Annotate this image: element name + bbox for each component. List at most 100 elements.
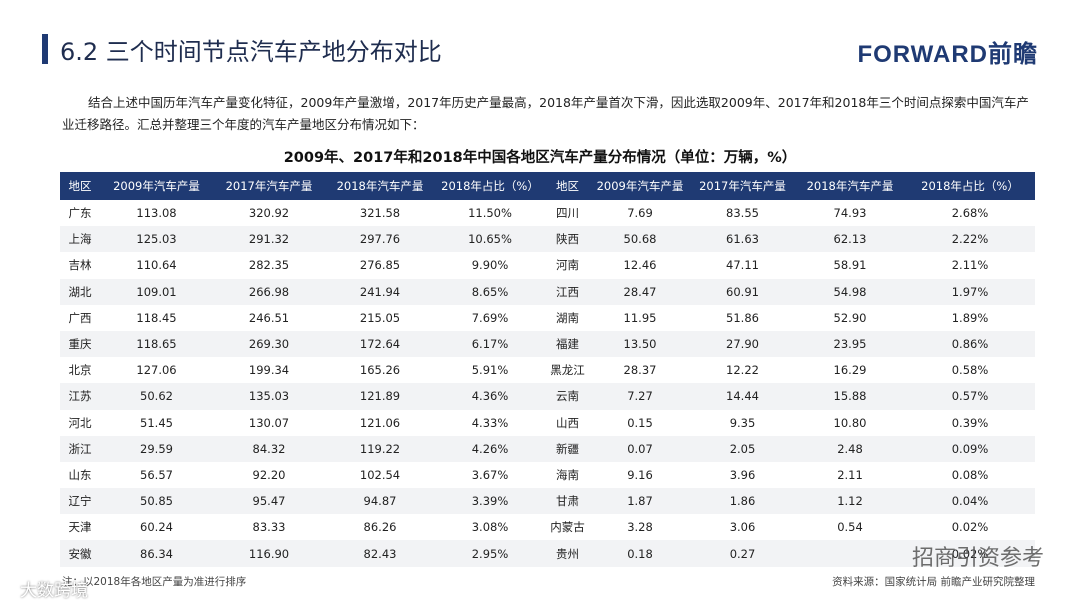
table-cell: 29.59 — [100, 435, 213, 462]
table-row: 安徽 86.34 116.90 82.43 2.95% 贵州 0.18 0.27 0.02% — [60, 540, 1035, 567]
table-cell: 118.45 — [136, 310, 177, 325]
table-cell: 吉林 — [68, 258, 92, 273]
table-cell: 320.92 — [248, 206, 290, 221]
table-cell: 浙江 — [60, 435, 100, 462]
table-cell: 安徽 — [60, 540, 100, 567]
table-cell: 135.03 — [213, 383, 325, 410]
table-cell: 74.93 — [833, 206, 867, 221]
table-cell: 上海 — [60, 226, 100, 253]
column-header: 2018年占比（%） — [435, 172, 545, 200]
table-cell: 12.22 — [726, 363, 759, 378]
table-cell: 3.28 — [627, 520, 653, 535]
table-cell: 321.58 — [359, 206, 401, 221]
watermark: 招商引资参考 — [911, 546, 1044, 571]
table-cell: 15.88 — [795, 383, 905, 410]
table-row: 河北 51.45 130.07 121.06 4.33% 山西 0.15 9.35 10.80 0… — [60, 410, 1035, 436]
table-cell: 10.80 — [833, 415, 867, 430]
table-cell: 12.46 — [623, 258, 657, 273]
column-header: 2018年汽车产量 — [795, 172, 905, 200]
table-cell: 62.13 — [795, 226, 905, 253]
table-cell: 110.64 — [136, 258, 177, 273]
table-cell: 广西 — [68, 310, 92, 325]
table-cell: 广东 — [68, 206, 92, 221]
column-header: 地区 — [60, 172, 100, 200]
table-cell: 0.15 — [627, 415, 653, 430]
table-cell: 0.02% — [905, 540, 1035, 567]
table-cell: 58.91 — [833, 258, 867, 273]
table-cell: 276.85 — [359, 258, 401, 273]
table-cell: 291.32 — [213, 226, 325, 253]
table-cell: 28.47 — [590, 278, 690, 305]
table-cell: 50.62 — [100, 383, 213, 410]
table-cell: 2.48 — [795, 435, 905, 462]
table-cell: 1.97% — [905, 278, 1035, 305]
table-cell: 贵州 — [545, 540, 590, 567]
table-cell: 109.01 — [100, 278, 213, 305]
table-cell: 50.85 — [100, 488, 213, 515]
table-cell: 10.65% — [435, 226, 545, 253]
table-cell: 11.50% — [468, 206, 512, 221]
table-cell: 天津 — [68, 520, 92, 535]
header-row: 地区 2009年汽车产量 2017年汽车产量 2018年汽车产量 2018年占比（%）地… — [60, 172, 1035, 200]
table-cell: 23.95 — [795, 330, 905, 358]
table-cell: 辽宁 — [60, 488, 100, 515]
table-row: 辽宁 50.85 95.47 94.87 3.39% 甘肃 1.87 1.86 1.12 0.04… — [60, 488, 1035, 515]
table-cell: 0.04% — [905, 488, 1035, 515]
table-cell: 7.69% — [471, 310, 509, 325]
table-cell: 118.65 — [100, 330, 213, 358]
table-cell: 2.11 — [837, 467, 863, 482]
table-cell: 215.05 — [359, 310, 401, 325]
table-cell: 28.37 — [623, 363, 657, 378]
table-cell: 0.08% — [951, 467, 989, 482]
table-cell: 121.06 — [359, 415, 401, 430]
table-cell: 0.57% — [905, 383, 1035, 410]
table-cell: 116.90 — [213, 540, 325, 567]
table-cell: 0.58% — [951, 363, 989, 378]
table-cell: 83.55 — [726, 206, 759, 221]
table-cell: 2.95% — [435, 540, 545, 567]
table-cell: 125.03 — [100, 226, 213, 253]
table-row: 广西 118.45 246.51 215.05 7.69% 湖南 11.95 51.86 52.… — [60, 305, 1035, 331]
column-header: 2009年汽车产量 — [100, 172, 213, 200]
table-cell: 0.07 — [590, 435, 690, 462]
table-cell: 14.44 — [690, 383, 795, 410]
slide-title: 6.2 三个时间节点汽车产地分布对比 — [60, 38, 442, 66]
table-cell: 山东 — [68, 467, 92, 482]
table-row: 山东 56.57 92.20 102.54 3.67% 海南 9.16 3.96 2.11 0.0… — [60, 462, 1035, 488]
table-row: 北京 127.06 199.34 165.26 5.91% 黑龙江 28.37 12.22 16… — [60, 357, 1035, 383]
title-bar — [42, 34, 48, 64]
table-cell: 119.22 — [325, 435, 435, 462]
table-cell: 4.26% — [435, 435, 545, 462]
table-cell: 47.11 — [726, 258, 759, 273]
table-cell: 福建 — [545, 330, 590, 358]
watermark: 大数跨境 — [20, 581, 88, 601]
table-cell: 54.98 — [795, 278, 905, 305]
table-cell: 山西 — [556, 415, 579, 430]
column-header: 2018年汽车产量 — [325, 172, 435, 200]
table-cell: 27.90 — [690, 330, 795, 358]
table-cell: 5.91% — [471, 363, 509, 378]
table-cell: 56.57 — [140, 467, 173, 482]
table-cell: 121.89 — [325, 383, 435, 410]
table-cell: 172.64 — [325, 330, 435, 358]
column-header: 2009年汽车产量 — [590, 172, 690, 200]
table-cell: 江苏 — [60, 383, 100, 410]
table-cell: 51.45 — [140, 415, 173, 430]
table-cell: 海南 — [556, 467, 579, 482]
table-cell: 11.95 — [623, 310, 657, 325]
table-cell: 0.27 — [690, 540, 795, 567]
table-cell: 60.91 — [690, 278, 795, 305]
table-cell: 3.67% — [471, 467, 509, 482]
table-cell: 0.39% — [951, 415, 989, 430]
data-table: 地区 2009年汽车产量 2017年汽车产量 2018年汽车产量 2018年占比（%）地… — [60, 172, 1035, 567]
table-cell: 2.11% — [951, 258, 989, 273]
column-header: 2017年汽车产量 — [690, 172, 795, 200]
table-cell: 61.63 — [690, 226, 795, 253]
table-cell: 9.16 — [627, 467, 653, 482]
table-cell: 黑龙江 — [550, 363, 585, 378]
table-cell: 86.34 — [100, 540, 213, 567]
table-cell: 北京 — [68, 363, 92, 378]
table-cell: 50.68 — [590, 226, 690, 253]
table-cell: 199.34 — [248, 363, 290, 378]
logo: FORWARD前瞻 — [857, 41, 1038, 68]
